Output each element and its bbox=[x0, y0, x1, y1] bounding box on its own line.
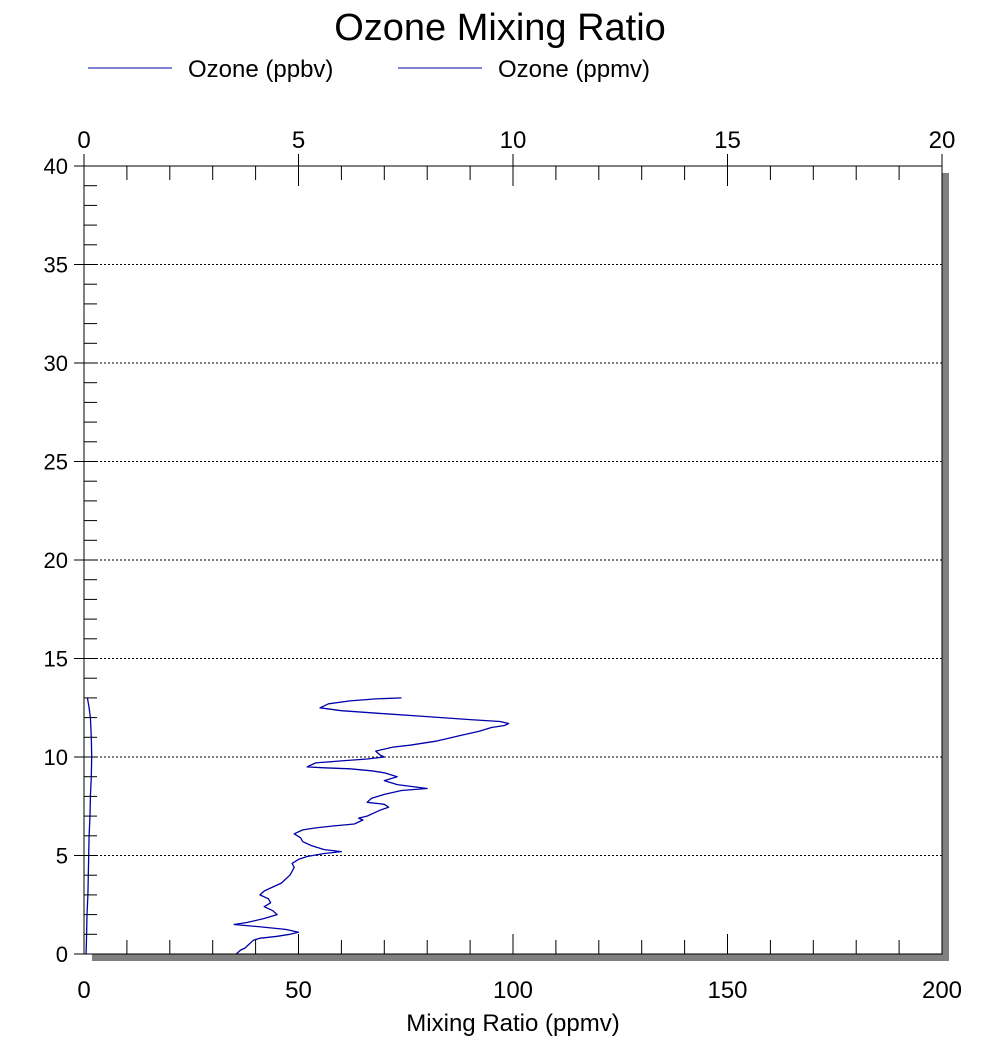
x-axis-label: Mixing Ratio (ppmv) bbox=[406, 1010, 619, 1037]
chart-title: Ozone Mixing Ratio bbox=[334, 7, 666, 49]
x-top-tick-label: 5 bbox=[292, 127, 305, 154]
series-line bbox=[233, 697, 510, 955]
legend: Ozone (ppbv) Ozone (ppmv) bbox=[88, 56, 650, 83]
x-bottom-tick-label: 100 bbox=[493, 977, 533, 1004]
y-tick-label: 25 bbox=[44, 450, 68, 475]
x-bottom-tick-label: 200 bbox=[922, 977, 962, 1004]
x-top-tick-label: 10 bbox=[500, 127, 527, 154]
legend-label: Ozone (ppmv) bbox=[498, 56, 650, 83]
x-top-tick-label: 20 bbox=[929, 127, 956, 154]
y-tick-label: 40 bbox=[44, 154, 68, 179]
y-tick-label: 15 bbox=[44, 647, 68, 672]
legend-item: Ozone (ppmv) bbox=[398, 56, 650, 83]
y-tick-label: 35 bbox=[44, 253, 68, 278]
y-tick-label: 20 bbox=[44, 548, 68, 573]
y-tick-label: 5 bbox=[56, 844, 68, 869]
grid bbox=[84, 264, 942, 856]
y-tick-label: 10 bbox=[44, 745, 68, 770]
x-bottom-tick-label: 0 bbox=[77, 977, 90, 1004]
legend-label: Ozone (ppbv) bbox=[188, 56, 333, 83]
axes: 0 5 10 15 20 25 30 35 40 0 50 100 150 200 0 5 10 15 20 bbox=[44, 127, 963, 1004]
y-tick-label: 30 bbox=[44, 351, 68, 376]
x-top-tick-label: 0 bbox=[77, 127, 90, 154]
x-bottom-tick-label: 150 bbox=[707, 977, 747, 1004]
x-top-tick-label: 15 bbox=[714, 127, 741, 154]
legend-item: Ozone (ppbv) bbox=[88, 56, 333, 83]
x-bottom-tick-label: 50 bbox=[285, 977, 312, 1004]
y-tick-label: 0 bbox=[56, 942, 68, 967]
